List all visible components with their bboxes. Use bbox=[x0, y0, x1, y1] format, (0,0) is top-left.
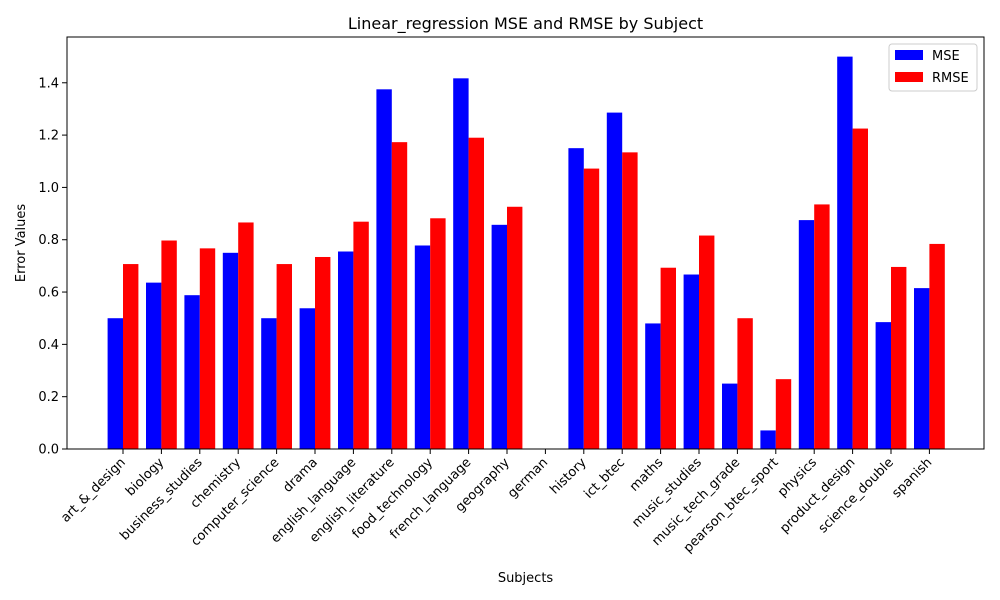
bar-rmse-14 bbox=[660, 267, 676, 449]
bar-rmse-16 bbox=[737, 318, 753, 449]
bar-mse-5 bbox=[299, 308, 315, 449]
bar-rmse-18 bbox=[814, 204, 830, 449]
bar-mse-14 bbox=[645, 323, 661, 449]
plot-area bbox=[67, 37, 984, 449]
legend-label-mse: MSE bbox=[932, 49, 960, 64]
bar-mse-0 bbox=[107, 318, 123, 449]
bar-rmse-1 bbox=[161, 240, 177, 449]
bar-mse-17 bbox=[760, 430, 776, 449]
y-tick-label-2: 0.4 bbox=[38, 338, 59, 353]
bar-rmse-13 bbox=[622, 152, 638, 450]
bar-mse-18 bbox=[798, 220, 815, 449]
bar-rmse-17 bbox=[775, 379, 792, 449]
bar-mse-3 bbox=[222, 252, 239, 449]
bar-mse-7 bbox=[376, 89, 392, 449]
chart-title: Linear_regression MSE and RMSE by Subjec… bbox=[348, 14, 703, 34]
y-tick-label-0: 0.0 bbox=[38, 443, 59, 458]
plot-frame bbox=[66, 36, 985, 450]
bar-mse-10 bbox=[491, 224, 507, 449]
bar-mse-8 bbox=[414, 245, 431, 449]
legend-swatch-rmse bbox=[895, 72, 923, 82]
bar-rmse-5 bbox=[315, 256, 331, 449]
y-axis: 0.0 0.2 0.4 0.6 0.8 1.0 1.2 1.4 bbox=[38, 76, 67, 458]
y-tick-label-7: 1.4 bbox=[38, 76, 59, 91]
bar-rmse-6 bbox=[353, 221, 369, 449]
bar-mse-21 bbox=[914, 288, 930, 449]
bar-mse-9 bbox=[453, 78, 469, 449]
bar-rmse-0 bbox=[123, 264, 139, 449]
bar-mse-2 bbox=[184, 295, 200, 449]
bar-rmse-3 bbox=[238, 222, 254, 449]
legend: MSE RMSE bbox=[888, 43, 978, 92]
bar-rmse-4 bbox=[276, 264, 292, 449]
bar-mse-19 bbox=[837, 56, 853, 450]
y-tick-label-1: 0.2 bbox=[38, 390, 59, 405]
y-tick-label-4: 0.8 bbox=[38, 233, 59, 248]
bar-mse-1 bbox=[146, 282, 162, 449]
bar-rmse-9 bbox=[468, 137, 484, 449]
x-axis-label: Subjects bbox=[498, 571, 554, 586]
y-tick-label-3: 0.6 bbox=[38, 286, 59, 301]
bars-group bbox=[107, 56, 945, 450]
bar-rmse-10 bbox=[507, 206, 523, 449]
legend-swatch-mse bbox=[895, 50, 923, 60]
bar-mse-15 bbox=[683, 274, 699, 449]
bar-rmse-21 bbox=[929, 243, 945, 449]
bar-rmse-2 bbox=[199, 248, 216, 449]
bar-mse-16 bbox=[722, 383, 738, 449]
legend-label-rmse: RMSE bbox=[932, 71, 969, 86]
bar-rmse-20 bbox=[891, 266, 907, 449]
bar-mse-6 bbox=[338, 251, 354, 449]
y-axis-label: Error Values bbox=[14, 204, 29, 283]
y-tick-label-5: 1.0 bbox=[38, 181, 59, 196]
bar-rmse-8 bbox=[430, 218, 446, 449]
bar-mse-20 bbox=[875, 322, 891, 449]
bar-rmse-7 bbox=[391, 142, 408, 449]
bar-rmse-19 bbox=[852, 128, 868, 449]
bar-mse-4 bbox=[261, 318, 277, 449]
bar-rmse-15 bbox=[699, 235, 715, 449]
bar-mse-13 bbox=[606, 112, 623, 449]
bar-mse-12 bbox=[568, 148, 584, 450]
y-tick-label-6: 1.2 bbox=[38, 129, 59, 144]
bar-rmse-12 bbox=[583, 168, 600, 449]
